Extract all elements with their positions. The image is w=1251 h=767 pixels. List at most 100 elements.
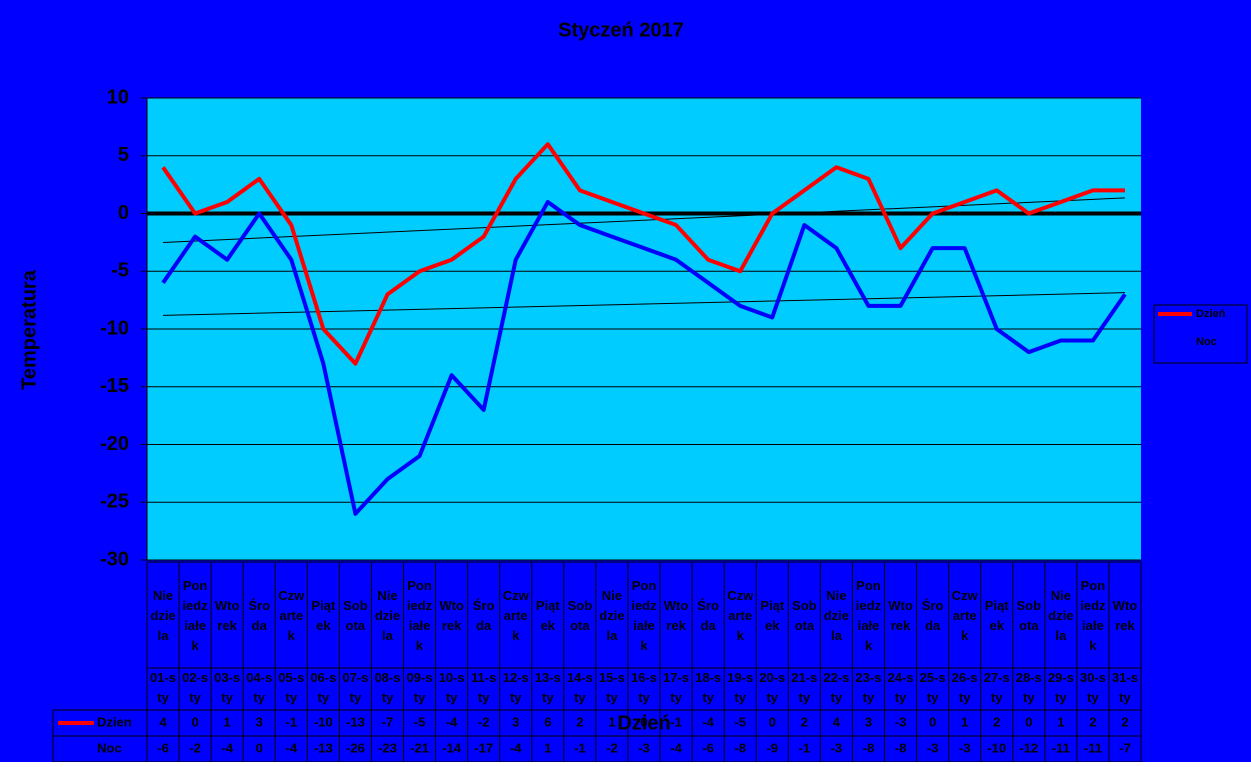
table-value: -7 — [382, 714, 394, 729]
x-tick-label-box: 17-sty — [663, 670, 690, 705]
table-value: -2 — [478, 714, 490, 729]
x-tick-label-box: 10-sty — [438, 670, 465, 705]
weekday-label-box: Piątek — [985, 598, 1009, 633]
weekday-label-box: Środa — [248, 598, 270, 633]
x-tick-label: 23-sty — [855, 670, 882, 705]
table-value: 1 — [608, 714, 615, 729]
x-tick-label-box: 28-sty — [1016, 670, 1042, 705]
table-value: -9 — [766, 740, 778, 755]
table-value: -4 — [670, 740, 682, 755]
x-tick-label: 09-sty — [406, 670, 433, 705]
table-value: -17 — [474, 740, 493, 755]
y-axis-label: Temperatura — [18, 269, 40, 390]
x-tick-label-box: 26-sty — [952, 670, 978, 705]
x-tick-label-box: 23-sty — [855, 670, 882, 705]
x-tick-label: 27-sty — [983, 670, 1010, 705]
weekday-label-box: Środa — [697, 597, 719, 633]
weekday-label: Środa — [697, 597, 719, 633]
x-tick-label-box: 15-sty — [598, 670, 625, 705]
table-value: 4 — [833, 714, 841, 729]
weekday-label: Wtorek — [214, 597, 240, 633]
x-tick-label-box: 08-sty — [374, 670, 401, 705]
weekday-label: Sobota — [792, 597, 817, 633]
table-value: -5 — [414, 714, 426, 729]
table-value: -4 — [446, 714, 458, 729]
table-value: 1 — [224, 714, 231, 729]
table-value: 1 — [1057, 714, 1064, 729]
y-tick-label: 0 — [118, 202, 129, 224]
x-tick-label-box: 29-sty — [1047, 670, 1074, 705]
x-tick-label: 08-sty — [374, 670, 401, 705]
weekday-label-box: Niedziela — [375, 588, 400, 643]
x-tick-label-box: 07-sty — [342, 670, 369, 705]
weekday-label: Niedziela — [823, 587, 850, 643]
x-tick-label: 30-sty — [1079, 670, 1106, 705]
table-value: -13 — [314, 740, 333, 755]
weekday-label-box: Sobota — [568, 598, 593, 633]
weekday-label: Niedziela — [150, 587, 176, 643]
x-tick-label: 16-sty — [630, 670, 657, 705]
weekday-label-box: Piątek — [536, 598, 560, 633]
table-value: -23 — [378, 740, 397, 755]
x-tick-label-box: 09-sty — [406, 670, 433, 705]
legend — [1153, 304, 1248, 364]
weekday-label-box: Poniedziałek — [1080, 578, 1105, 653]
weekday-label-box: Czwartek — [502, 587, 529, 643]
x-tick-label: 06-sty — [310, 670, 337, 705]
x-tick-label: 01-sty — [150, 670, 177, 705]
table-value: -5 — [734, 714, 746, 729]
table-value: 2 — [1121, 714, 1128, 729]
weekday-label-box: Piątek — [760, 598, 784, 633]
x-tick-label-box: 05-sty — [278, 670, 304, 705]
x-tick-label: 17-sty — [663, 670, 690, 705]
table-value: -1 — [799, 740, 811, 755]
table-value: 3 — [512, 714, 519, 729]
x-tick-label: 15-sty — [598, 670, 625, 705]
x-tick-label-box: 02-sty — [182, 670, 208, 705]
x-tick-label: 13-sty — [534, 670, 561, 705]
weekday-label-box: Czwartek — [278, 587, 305, 643]
table-value: 0 — [1025, 714, 1032, 729]
x-tick-label: 10-sty — [438, 670, 465, 705]
weekday-label-box: Piątek — [311, 598, 335, 633]
x-tick-label: 29-sty — [1047, 670, 1074, 705]
weekday-label: Wtorek — [663, 597, 689, 633]
table-value: -6 — [157, 740, 169, 755]
table-value: 4 — [159, 714, 167, 729]
x-tick-label: 07-sty — [342, 670, 369, 705]
weekday-label-box: Niedziela — [1048, 588, 1073, 643]
weekday-label: Środa — [472, 597, 495, 633]
x-tick-label-box: 24-sty — [887, 670, 913, 705]
weekday-label: Czwartek — [502, 587, 529, 643]
table-value: -2 — [606, 740, 618, 755]
table-value: 0 — [191, 714, 198, 729]
weekday-label-box: Niedziela — [823, 587, 850, 643]
table-value: -4 — [286, 740, 298, 755]
series-line — [161, 199, 1127, 516]
chart-title: Styczeń 2017 — [558, 19, 684, 41]
table-value: 2 — [576, 714, 583, 729]
weekday-label-box: Poniedziałek — [631, 578, 656, 653]
weekday-label: Sobota — [1016, 597, 1042, 633]
x-tick-label: 18-sty — [695, 670, 722, 705]
weekday-label-box: Wtorek — [663, 597, 689, 633]
table-value: -4 — [702, 714, 714, 729]
x-tick-label-box: 27-sty — [983, 670, 1010, 705]
x-tick-label-box: 11-sty — [471, 670, 496, 705]
x-tick-label: 20-sty — [759, 670, 786, 705]
table-value: 0 — [256, 740, 263, 755]
table-value: -2 — [189, 740, 201, 755]
x-tick-label-box: 21-sty — [791, 670, 817, 705]
weekday-label: Poniedziałek — [855, 577, 882, 653]
x-tick-label-box: 30-sty — [1079, 670, 1106, 705]
x-tick-label: 22-sty — [823, 670, 850, 705]
table-row-label: Noc — [97, 740, 122, 755]
legend-label: Dzień — [1196, 308, 1226, 320]
table-value: -11 — [1084, 740, 1102, 755]
weekday-label: Czwartek — [278, 587, 305, 643]
weekday-label: Sobota — [343, 597, 368, 633]
weekday-label: Niedziela — [599, 587, 625, 643]
weekday-label: Wtorek — [1112, 597, 1138, 633]
y-tick-label: -5 — [111, 260, 129, 282]
